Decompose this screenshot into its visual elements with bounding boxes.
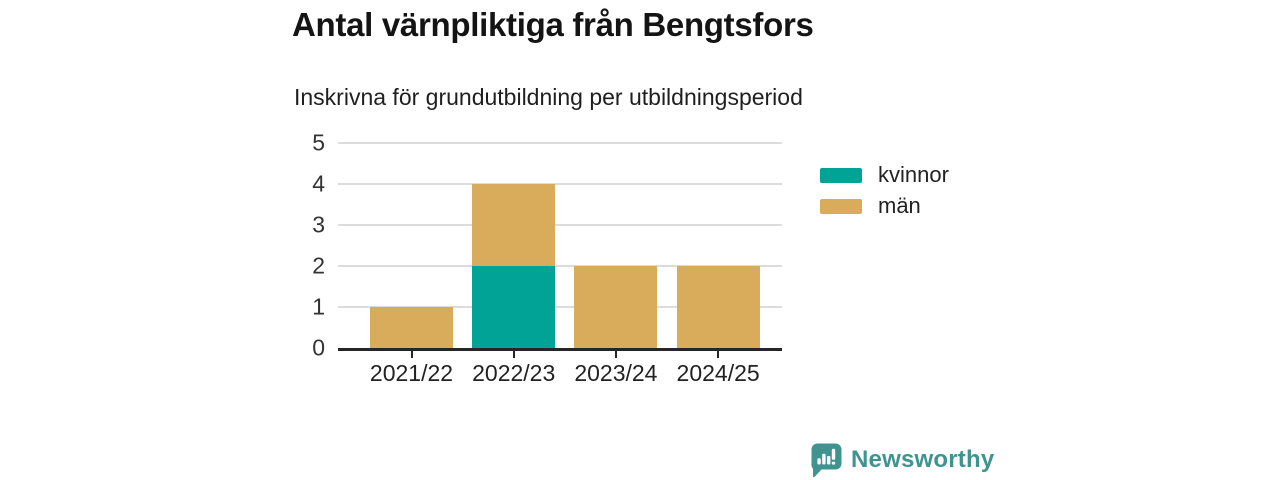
x-axis-tick xyxy=(410,351,413,358)
legend: kvinnor män xyxy=(820,162,949,228)
x-axis-label: 2022/23 xyxy=(472,360,556,386)
bar-segment-män xyxy=(370,307,453,348)
bar-segment-män xyxy=(574,266,658,348)
newsworthy-bar-chart-speech-bubble-icon xyxy=(811,443,842,478)
gridline xyxy=(338,265,782,267)
legend-label-man: män xyxy=(878,193,921,218)
bar-segment-män xyxy=(676,266,760,348)
chart-title: Antal värnpliktiga från Bengtsfors xyxy=(292,6,814,43)
legend-swatch-kvinnor xyxy=(820,167,862,183)
legend-item-man: män xyxy=(820,193,949,218)
y-axis-label: 2 xyxy=(312,252,325,279)
gridline xyxy=(338,306,782,308)
gridline xyxy=(338,183,782,185)
gridline xyxy=(338,142,782,144)
x-axis-tick xyxy=(512,351,515,358)
legend-item-kvinnor: kvinnor xyxy=(820,162,949,187)
bar-segment-män xyxy=(472,184,556,266)
x-axis-tick xyxy=(614,351,617,358)
chart-subtitle: Inskrivna för grundutbildning per utbild… xyxy=(294,84,803,110)
newsworthy-logo: Newsworthy xyxy=(810,442,994,478)
plot-area: 0 1 2 3 4 5 2021/22 2022/23 2023/24 2024/25 xyxy=(312,131,782,385)
y-axis-label: 0 xyxy=(312,334,325,361)
bar-segment-kvinnor xyxy=(472,266,556,348)
x-axis-label: 2023/24 xyxy=(574,360,658,386)
newsworthy-logo-text: Newsworthy xyxy=(851,446,995,473)
y-axis-label: 5 xyxy=(312,129,325,156)
y-axis-label: 3 xyxy=(312,211,325,238)
y-axis-label: 1 xyxy=(312,293,325,320)
x-axis-label: 2024/25 xyxy=(676,360,760,386)
legend-label-kvinnor: kvinnor xyxy=(878,162,949,187)
legend-swatch-man xyxy=(820,198,862,214)
x-axis-label: 2021/22 xyxy=(369,360,454,386)
gridline xyxy=(338,224,782,226)
y-axis-label: 4 xyxy=(312,170,325,197)
x-axis-tick xyxy=(717,351,720,358)
